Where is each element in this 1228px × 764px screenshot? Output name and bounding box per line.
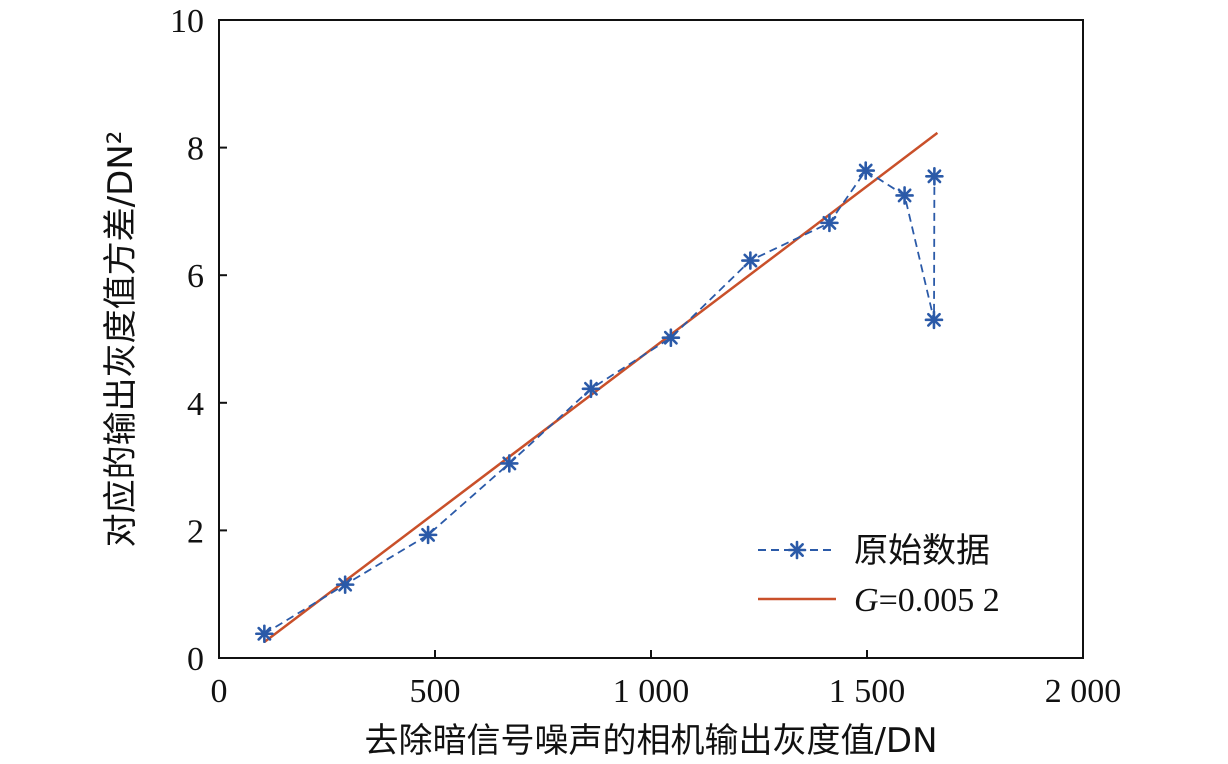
data-point <box>500 454 519 473</box>
y-tick-label: 10 <box>170 3 204 40</box>
data-point <box>581 379 601 399</box>
legend-raw-label: 原始数据 <box>854 531 990 571</box>
x-tick-label: 1 000 <box>613 673 690 710</box>
data-point <box>741 251 760 270</box>
data-point <box>335 575 355 594</box>
data-point <box>820 213 839 233</box>
y-tick-label: 6 <box>187 258 204 295</box>
legend-fit-symbol: G <box>854 582 879 619</box>
x-tick-label: 2 000 <box>1045 673 1122 710</box>
raw-data-line <box>263 169 936 635</box>
legend: 原始数据 G=0.005 2 <box>758 531 1000 619</box>
y-tick-label: 0 <box>187 641 204 678</box>
legend-fit-label: G=0.005 2 <box>854 582 1000 619</box>
raw-data-layer <box>255 161 944 644</box>
y-tick-label: 4 <box>187 386 204 423</box>
data-point <box>856 161 876 180</box>
y-axis-title: 对应的输出灰度值方差/DN² <box>101 131 141 548</box>
data-point <box>418 525 438 545</box>
data-point <box>255 624 274 644</box>
x-tick-label: 1 500 <box>829 673 906 710</box>
data-point <box>925 167 944 186</box>
x-tick-label: 500 <box>410 673 461 710</box>
data-point <box>661 328 681 348</box>
legend-fit-value: =0.005 2 <box>879 582 1000 619</box>
data-point <box>895 186 914 205</box>
ticks-layer: 0 500 1 000 1 500 2 000 0 2 4 6 8 10 <box>170 3 1121 710</box>
plot-frame <box>218 19 1084 659</box>
y-tick-label: 8 <box>187 131 204 168</box>
x-axis-title: 去除暗信号噪声的相机输出灰度值/DN <box>364 721 937 761</box>
y-tick-label: 2 <box>187 513 204 550</box>
legend-raw-marker <box>787 540 807 560</box>
fit-line <box>263 131 939 644</box>
x-tick-label: 0 <box>211 673 228 710</box>
legend-star-icon <box>787 540 807 560</box>
fit-line-layer <box>263 131 939 644</box>
data-point <box>924 310 944 330</box>
